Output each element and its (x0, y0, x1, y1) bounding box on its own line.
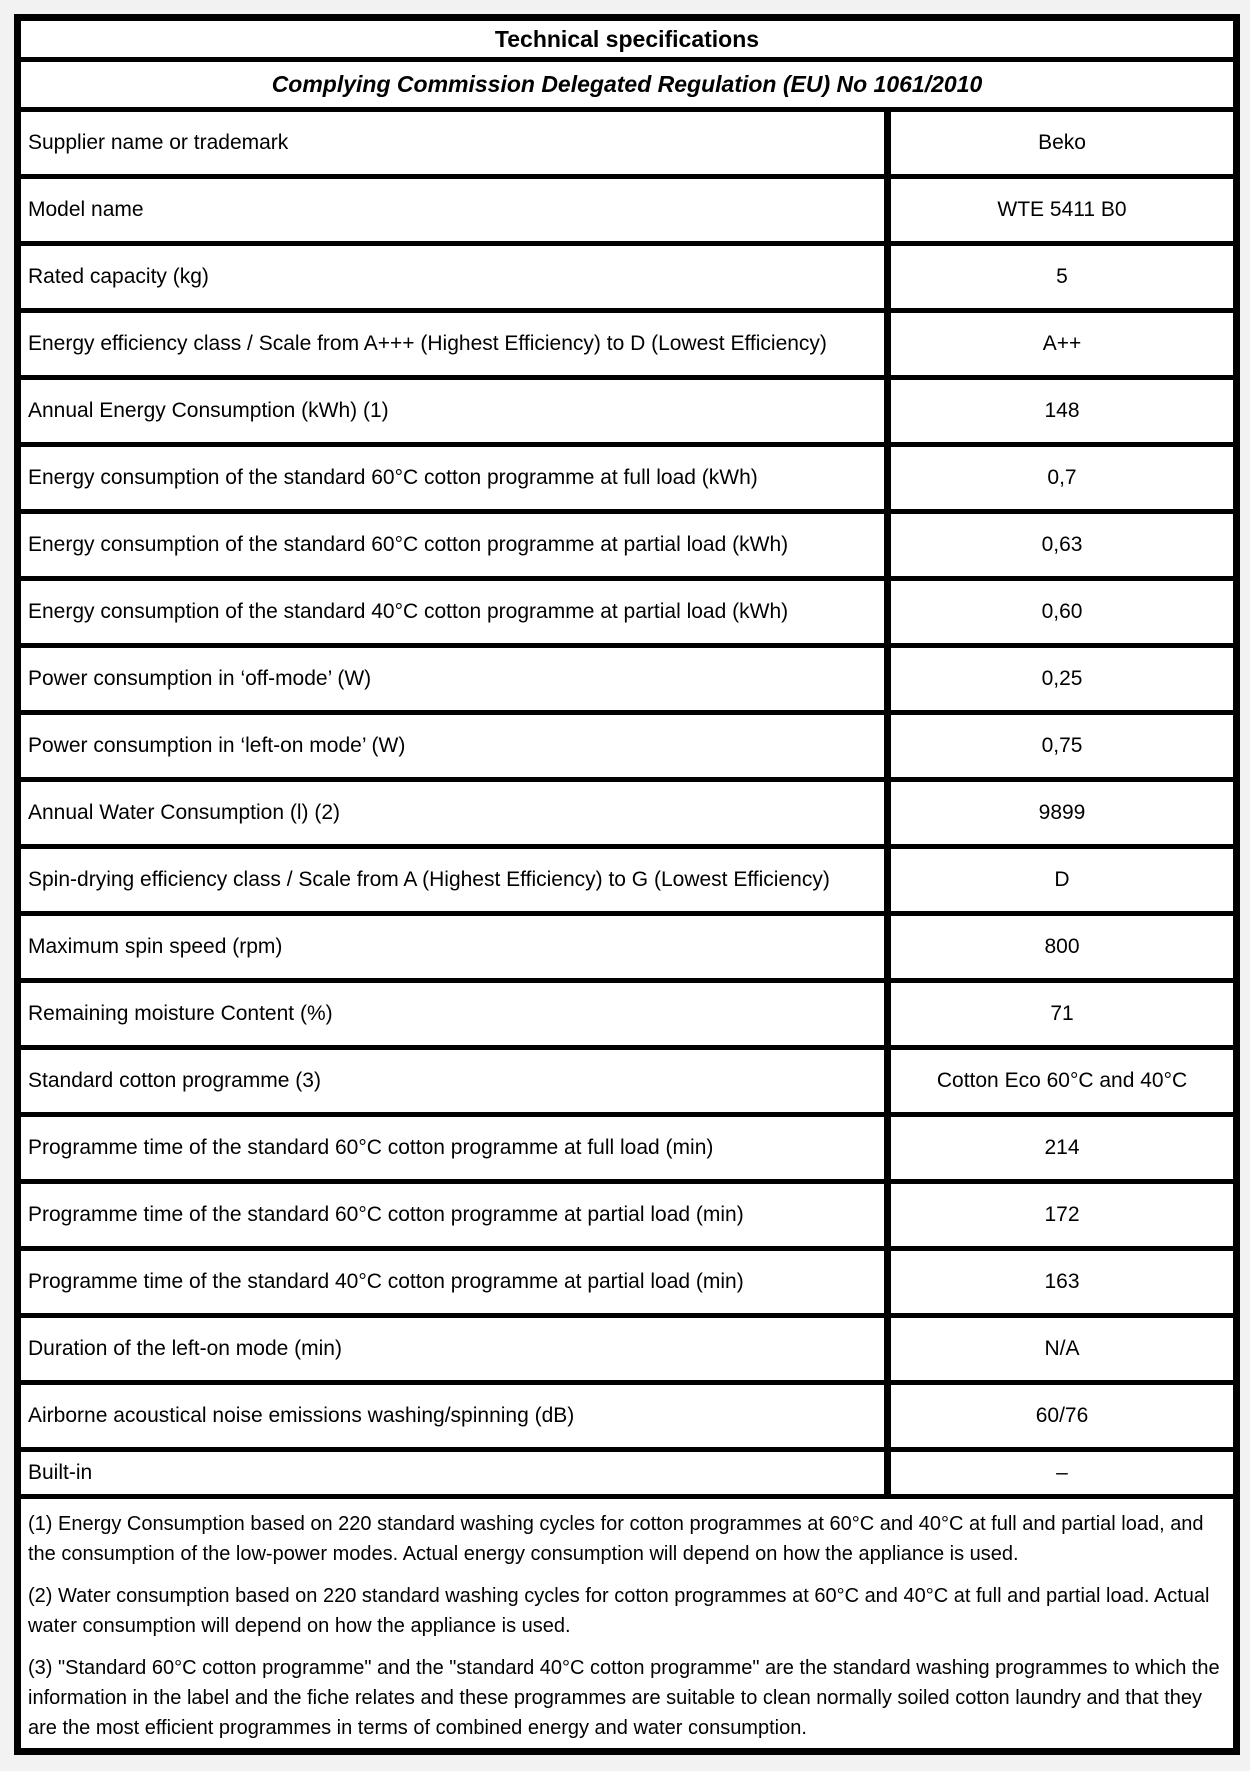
spec-row: Power consumption in ‘off-mode’ (W) 0,25 (21, 648, 1233, 715)
spec-value: 214 (1044, 1136, 1080, 1159)
spec-label: Annual Energy Consumption (kWh) (1) (21, 380, 891, 442)
spec-row: Programme time of the standard 60°C cott… (21, 1184, 1233, 1251)
spec-label: Programme time of the standard 40°C cott… (21, 1251, 891, 1313)
spec-label: Model name (21, 179, 891, 241)
spec-value: 60/76 (1035, 1404, 1089, 1427)
spec-value: 148 (1044, 399, 1080, 422)
spec-row: Built-in – (21, 1452, 1233, 1499)
spec-value: 0,75 (1041, 734, 1083, 757)
spec-label: Duration of the left-on mode (min) (21, 1318, 891, 1380)
spec-label: Power consumption in ‘off-mode’ (W) (21, 648, 891, 710)
spec-value: A++ (1042, 332, 1082, 355)
spec-row: Energy efficiency class / Scale from A++… (21, 313, 1233, 380)
spec-document: Technical specifications Complying Commi… (14, 14, 1240, 1755)
footnote: (3) "Standard 60°C cotton programme" and… (28, 1657, 1220, 1739)
spec-row: Annual Energy Consumption (kWh) (1) 148 (21, 380, 1233, 447)
spec-value: – (1056, 1461, 1068, 1484)
spec-value: 0,63 (1041, 533, 1083, 556)
spec-row: Annual Water Consumption (l) (2) 9899 (21, 782, 1233, 849)
spec-row: Airborne acoustical noise emissions wash… (21, 1385, 1233, 1452)
spec-row: Programme time of the standard 60°C cott… (21, 1117, 1233, 1184)
spec-label: Energy consumption of the standard 60°C … (21, 447, 891, 509)
spec-label: Supplier name or trademark (21, 112, 891, 174)
footnotes-section: (1) Energy Consumption based on 220 stan… (21, 1499, 1233, 1743)
spec-value: 9899 (1038, 801, 1086, 824)
spec-row: Remaining moisture Content (%) 71 (21, 983, 1233, 1050)
spec-row: Standard cotton programme (3) Cotton Eco … (21, 1050, 1233, 1117)
spec-label: Energy consumption of the standard 40°C … (21, 581, 891, 643)
spec-label: Annual Water Consumption (l) (2) (21, 782, 891, 844)
spec-row: Spin-drying efficiency class / Scale fro… (21, 849, 1233, 916)
spec-value: 5 (1056, 265, 1068, 288)
spec-value: 800 (1044, 935, 1080, 958)
spec-row: Energy consumption of the standard 60°C … (21, 447, 1233, 514)
spec-row: Supplier name or trademark Beko (21, 112, 1233, 179)
spec-value: Cotton Eco 60°C and 40°C (936, 1069, 1188, 1092)
spec-row: Energy consumption of the standard 60°C … (21, 514, 1233, 581)
spec-label: Spin-drying efficiency class / Scale fro… (21, 849, 891, 911)
spec-value: N/A (1044, 1337, 1080, 1360)
spec-label: Programme time of the standard 60°C cott… (21, 1117, 891, 1179)
spec-row: Maximum spin speed (rpm) 800 (21, 916, 1233, 983)
spec-table: Supplier name or trademark Beko Model name… (21, 112, 1233, 1499)
spec-row: Programme time of the standard 40°C cott… (21, 1251, 1233, 1318)
spec-row: Model name WTE 5411 B0 (21, 179, 1233, 246)
spec-label: Standard cotton programme (3) (21, 1050, 891, 1112)
spec-row: Rated capacity (kg) 5 (21, 246, 1233, 313)
spec-row: Energy consumption of the standard 40°C … (21, 581, 1233, 648)
spec-value: D (1054, 868, 1070, 891)
page-subtitle: Complying Commission Delegated Regulatio… (271, 71, 983, 97)
spec-label: Energy consumption of the standard 60°C … (21, 514, 891, 576)
spec-value: 0,60 (1041, 600, 1083, 623)
spec-value: 172 (1044, 1203, 1080, 1226)
spec-value: 71 (1050, 1002, 1074, 1025)
spec-label: Built-in (21, 1452, 891, 1494)
page-title: Technical specifications (494, 25, 760, 52)
spec-row: Power consumption in ‘left-on mode’ (W) 0… (21, 715, 1233, 782)
spec-value: Beko (1038, 131, 1086, 154)
spec-value: 163 (1044, 1270, 1080, 1293)
footnote: (2) Water consumption based on 220 stand… (28, 1585, 1210, 1637)
table-title-row: Technical specifications (21, 21, 1233, 62)
spec-value: WTE 5411 B0 (997, 198, 1127, 221)
spec-label: Power consumption in ‘left-on mode’ (W) (21, 715, 891, 777)
spec-label: Rated capacity (kg) (21, 246, 891, 308)
spec-label: Airborne acoustical noise emissions wash… (21, 1385, 891, 1447)
spec-row: Duration of the left-on mode (min) N/A (21, 1318, 1233, 1385)
spec-value: 0,7 (1047, 466, 1077, 489)
spec-value: 0,25 (1041, 667, 1083, 690)
spec-label: Remaining moisture Content (%) (21, 983, 891, 1045)
spec-label: Maximum spin speed (rpm) (21, 916, 891, 978)
spec-label: Energy efficiency class / Scale from A++… (21, 313, 891, 375)
table-subtitle-row: Complying Commission Delegated Regulatio… (21, 62, 1233, 112)
footnote: (1) Energy Consumption based on 220 stan… (28, 1513, 1204, 1565)
spec-label: Programme time of the standard 60°C cott… (21, 1184, 891, 1246)
